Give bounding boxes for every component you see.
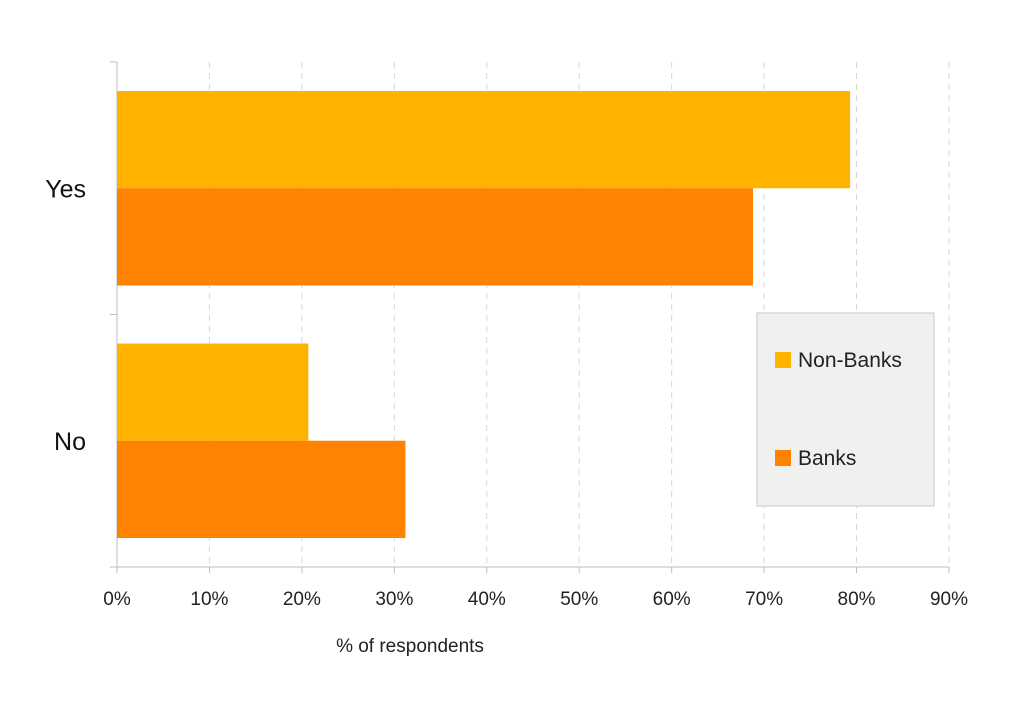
- category-label: No: [54, 428, 86, 456]
- x-tick-label: 90%: [930, 589, 968, 610]
- legend: Non-Banks Banks: [756, 312, 935, 507]
- x-tick-label: 70%: [745, 589, 783, 610]
- x-tick-labels: 0% 10% 20% 30% 40% 50% 60% 70% 80% 90%: [103, 589, 968, 610]
- x-tick-label: 30%: [375, 589, 413, 610]
- x-tick-label: 50%: [560, 589, 598, 610]
- x-tick-label: 20%: [283, 589, 321, 610]
- bar-no-banks: [117, 440, 406, 538]
- legend-label: Banks: [798, 447, 856, 470]
- category-label: Yes: [45, 175, 86, 203]
- bars: [117, 91, 851, 538]
- legend-swatch: [775, 352, 791, 368]
- x-tick-label: 80%: [838, 589, 876, 610]
- legend-box: [756, 312, 935, 507]
- bar-no-non-banks: [117, 343, 309, 441]
- x-tick-label: 0%: [103, 589, 131, 610]
- category-labels: Yes No: [45, 175, 86, 456]
- x-tick-label: 10%: [190, 589, 228, 610]
- legend-label: Non-Banks: [798, 349, 902, 372]
- legend-swatch: [775, 450, 791, 466]
- bar-yes-banks: [117, 188, 754, 286]
- x-tick-label: 40%: [468, 589, 506, 610]
- x-axis-title: % of respondents: [336, 636, 484, 657]
- x-tick-label: 60%: [653, 589, 691, 610]
- bar-yes-non-banks: [117, 91, 851, 189]
